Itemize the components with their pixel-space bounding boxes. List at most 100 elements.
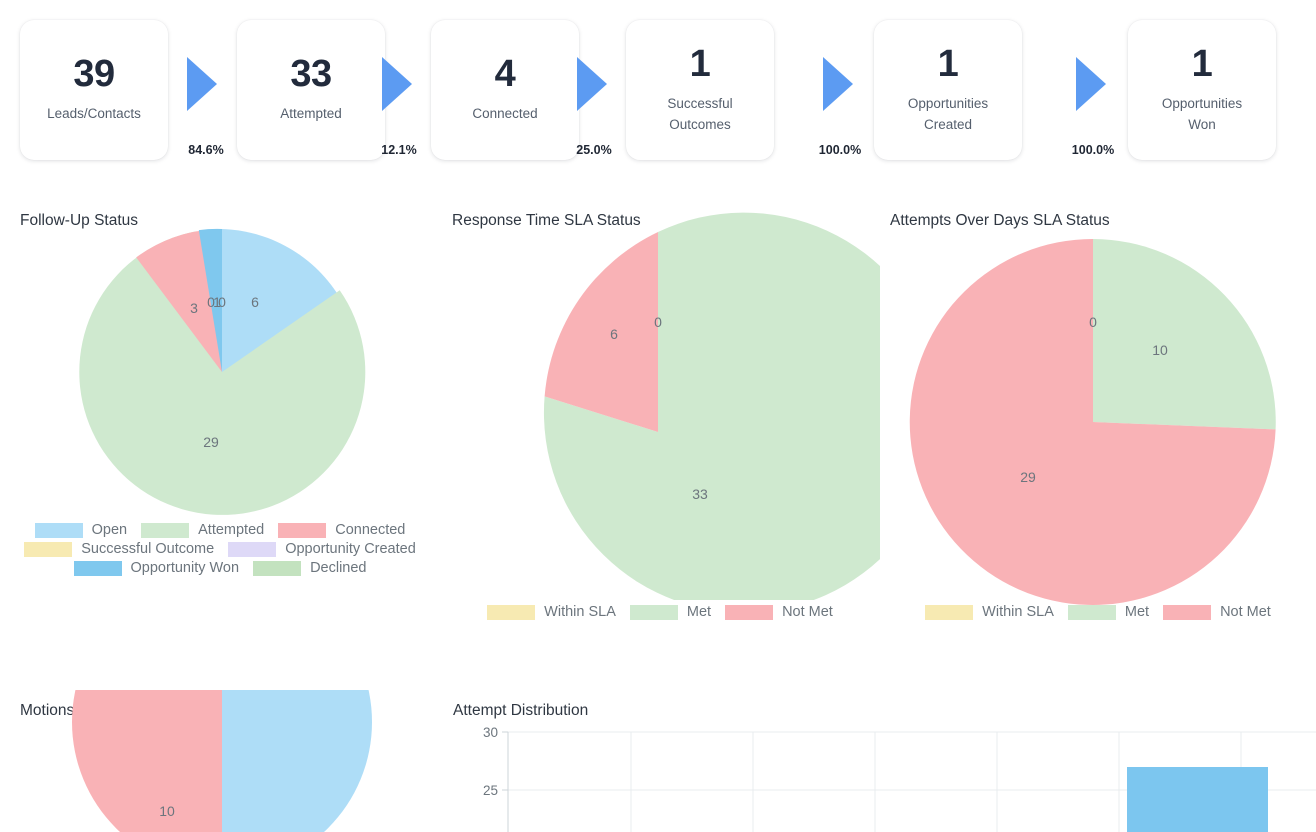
legend-item-within-sla[interactable]: Within SLA (487, 604, 616, 620)
legend-swatch-met-icon (1067, 604, 1116, 620)
pie-label-open: 6 (251, 294, 259, 310)
legend-swatch-not-met-icon (1163, 604, 1212, 620)
legend-label: Open (91, 522, 128, 538)
legend-swatch-within-sla-icon (925, 604, 974, 620)
funnel-label: Opportunities Created (907, 95, 989, 132)
y-axis-tick-25: 25 (483, 783, 498, 798)
legend-label: Connected (335, 522, 406, 538)
legend-swatch-within-sla-icon (487, 604, 536, 620)
bar-chart-attempt-distribution[interactable]: 30 25 Contacts (440, 690, 1316, 832)
funnel-value: 39 (73, 53, 115, 96)
panel-attempt-distribution: Attempt Distribution 30 25 Contacts (440, 690, 1316, 832)
legend-swatch-declined-icon (253, 560, 302, 576)
funnel-card-connected[interactable]: 4 Connected (431, 20, 579, 160)
legend-item-met[interactable]: Met (1067, 604, 1150, 620)
panel-response-time-sla-status: Response Time SLA Status 0 33 6 Within S… (440, 200, 880, 640)
funnel-card-leads-contacts[interactable]: 39 Leads/Contacts (20, 20, 168, 160)
pie-slice-not-met[interactable] (544, 232, 658, 432)
legend-item-not-met[interactable]: Not Met (725, 604, 833, 620)
legend-swatch-not-met-icon (725, 604, 774, 620)
funnel-value: 1 (689, 42, 711, 85)
legend-label: Met (1124, 604, 1150, 620)
legend-item-opportunity-created[interactable]: Opportunity Created (228, 541, 416, 557)
funnel-value: 1 (937, 42, 959, 85)
legend-label: Not Met (1220, 604, 1271, 620)
funnel-card-attempted[interactable]: 33 Attempted (237, 20, 385, 160)
pie-label-within-sla: 0 (654, 314, 662, 330)
funnel-card-opportunities-created[interactable]: 1 Opportunities Created (874, 20, 1022, 160)
conversion-funnel: 39 Leads/Contacts 84.6% 33 Attempted 12.… (0, 0, 1316, 180)
legend-attempts-over-days-sla: Within SLA Met Not Met (886, 604, 1310, 620)
pie-label-attempted: 29 (203, 434, 219, 450)
pie-slice-met[interactable] (1093, 239, 1276, 430)
legend-label: Attempted (198, 522, 265, 538)
legend-item-open[interactable]: Open (34, 522, 128, 538)
pie-label-within-sla: 0 (1089, 314, 1097, 330)
chart-title-follow-up-status: Follow-Up Status (20, 212, 139, 229)
pie-label-opportunity-won: 1 (213, 294, 221, 310)
legend-item-opportunity-won[interactable]: Opportunity Won (73, 560, 240, 576)
funnel-label: Attempted (280, 106, 342, 122)
pie-slice-not-met[interactable] (909, 238, 1276, 605)
panel-follow-up-status: Follow-Up Status 6 29 3 0 0 1 (0, 200, 440, 640)
funnel-conversion-3: 25.0% (576, 143, 612, 157)
legend-label: Declined (310, 560, 367, 576)
funnel-card-successful-outcomes[interactable]: 1 Successful Outcomes (626, 20, 774, 160)
legend-item-not-met[interactable]: Not Met (1163, 604, 1271, 620)
legend-follow-up-status: Open Attempted Connected Successful Outc… (10, 522, 430, 576)
legend-swatch-opportunity-won-icon (73, 560, 122, 576)
funnel-conversion-5: 100.0% (1071, 143, 1115, 157)
pie-slice-motions-left[interactable] (72, 690, 222, 832)
pie-slice-motions-right[interactable] (222, 690, 372, 832)
pie-slice-opportunity-won[interactable] (198, 228, 222, 372)
pie-label-not-met: 6 (610, 326, 618, 342)
panel-attempts-over-days-sla-status: Attempts Over Days SLA Status 0 10 29 Wi… (880, 200, 1316, 640)
legend-label: Opportunity Created (285, 541, 416, 557)
funnel-value: 33 (290, 53, 332, 96)
funnel-conversion-4: 100.0% (818, 143, 862, 157)
funnel-label: Leads/Contacts (47, 106, 141, 122)
legend-label: Opportunity Won (130, 560, 240, 576)
legend-item-met[interactable]: Met (629, 604, 711, 620)
pie-slice-attempted[interactable] (79, 231, 366, 515)
legend-swatch-attempted-icon (141, 522, 190, 538)
legend-item-declined[interactable]: Declined (253, 560, 366, 576)
chart-title-motions: Motions (20, 702, 75, 719)
panel-motions: Motions 10 (0, 690, 440, 832)
funnel-value: 1 (1191, 42, 1213, 85)
chart-title-attempts-over-days-sla: Attempts Over Days SLA Status (890, 212, 1110, 229)
funnel-label: Connected (472, 106, 538, 122)
funnel-arrow-icon-4 (823, 57, 853, 111)
pie-label-successful-outcome: 0 (207, 294, 215, 310)
funnel-arrow-icon-2 (382, 57, 412, 111)
funnel-label: Successful Outcomes (667, 95, 733, 132)
legend-label: Within SLA (982, 604, 1054, 620)
funnel-value: 4 (494, 53, 516, 96)
funnel-label: Opportunities Won (1161, 95, 1243, 132)
pie-chart-attempts-over-days-sla[interactable]: 0 10 29 (880, 200, 1316, 620)
legend-label: Not Met (782, 604, 833, 620)
legend-item-attempted[interactable]: Attempted (141, 522, 264, 538)
pie-label-not-met: 29 (1020, 469, 1036, 485)
funnel-conversion-1: 84.6% (188, 143, 224, 157)
pie-label-opportunity-created: 0 (218, 294, 226, 310)
funnel-conversion-2: 12.1% (381, 143, 417, 157)
pie-label-motions: 10 (159, 803, 175, 819)
legend-swatch-connected-icon (278, 522, 327, 538)
pie-slice-met[interactable] (543, 212, 880, 600)
pie-slice-connected[interactable] (136, 229, 222, 372)
legend-item-successful-outcome[interactable]: Successful Outcome (24, 541, 214, 557)
chart-title-response-time-sla: Response Time SLA Status (452, 212, 641, 229)
legend-swatch-successful-outcome-icon (24, 541, 73, 557)
pie-label-met: 10 (1152, 342, 1168, 358)
legend-swatch-open-icon (34, 522, 83, 538)
funnel-card-opportunities-won[interactable]: 1 Opportunities Won (1128, 20, 1276, 160)
legend-item-connected[interactable]: Connected (278, 522, 405, 538)
funnel-arrow-icon-3 (577, 57, 607, 111)
legend-item-within-sla[interactable]: Within SLA (925, 604, 1054, 620)
pie-chart-follow-up-status[interactable]: 6 29 3 0 0 1 (0, 200, 440, 530)
pie-chart-response-time-sla[interactable]: 0 33 6 (440, 200, 880, 600)
pie-chart-motions[interactable]: 10 (0, 690, 440, 832)
bar-attempt-5[interactable] (1127, 767, 1268, 832)
